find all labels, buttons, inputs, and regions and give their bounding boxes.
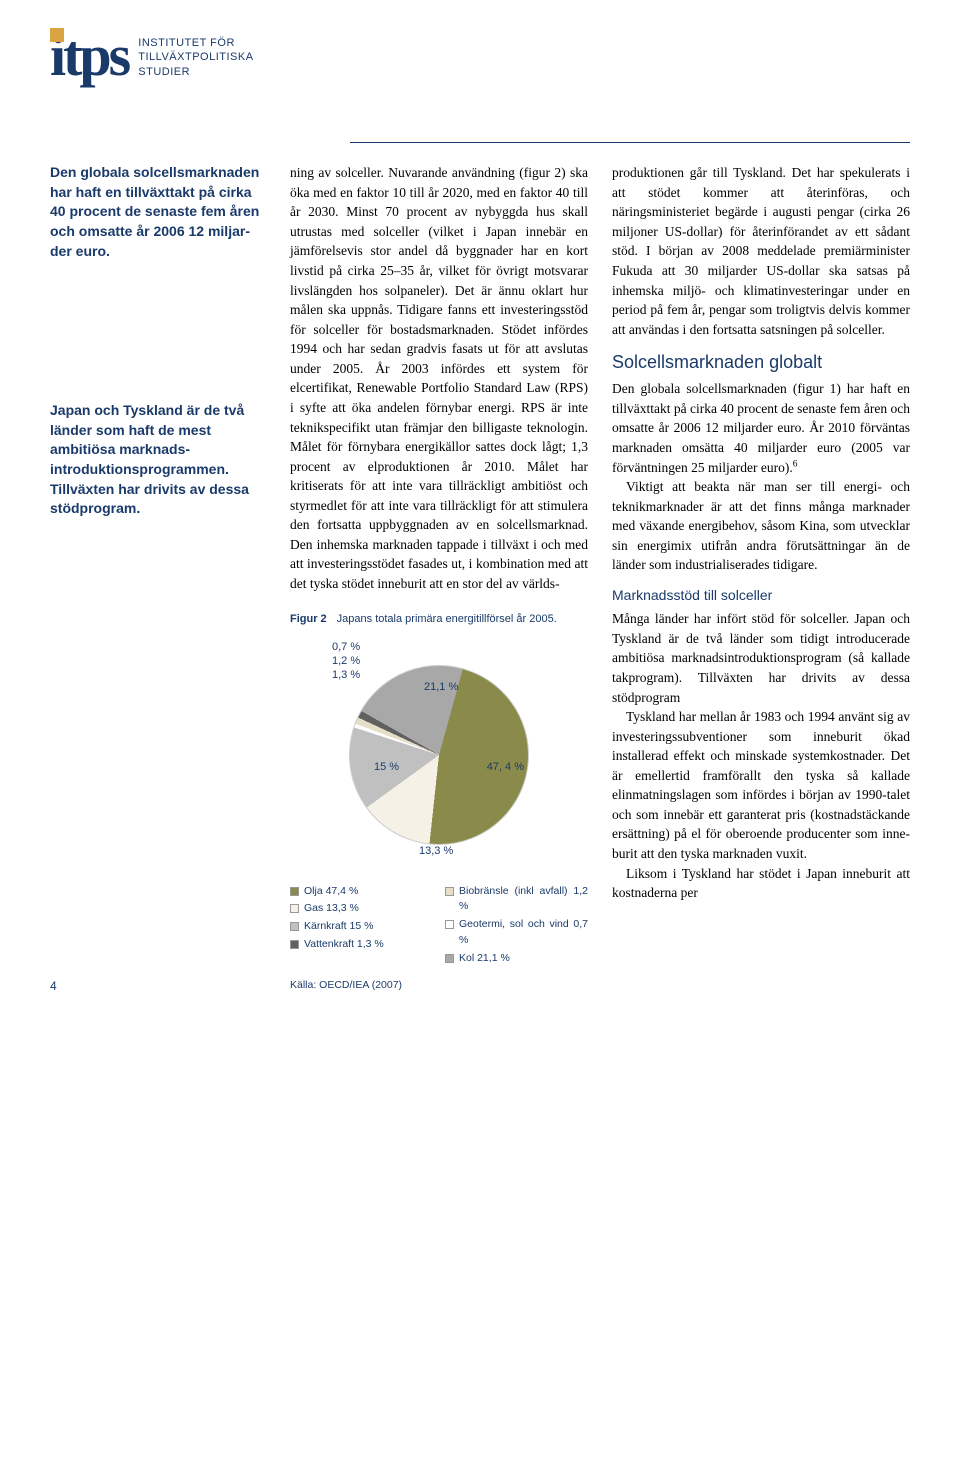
col2-para6: Liksom i Tyskland har stödet i Japan inn… bbox=[612, 864, 910, 903]
heading-marknadsstod: Marknadsstöd till solceller bbox=[612, 585, 910, 605]
legend-col-right: Biobränsle (inkl avfall) 1,2 %Geotermi, … bbox=[445, 884, 588, 969]
legend-item: Geotermi, sol och vind 0,7 % bbox=[445, 917, 588, 949]
callout-2: Japan och Tyskland är de två länder som … bbox=[50, 401, 260, 519]
legend-swatch-icon bbox=[445, 920, 454, 929]
pie-label-right: 47, 4 % bbox=[487, 760, 524, 776]
logo: itps INSTITUTET FÖR TILLVÄXTPOLITISKA ST… bbox=[50, 30, 254, 82]
figure-source: Källa: OECD/IEA (2007) bbox=[290, 978, 588, 993]
figure-2: Figur 2 Japans totala primära energitill… bbox=[290, 612, 588, 994]
sidebar: Den globala solcellsmark­naden har haft … bbox=[50, 163, 260, 993]
logo-line1: INSTITUTET FÖR bbox=[138, 36, 253, 50]
figure-caption-text: Japans totala primära energitill­försel … bbox=[337, 612, 557, 628]
logo-subtitle: INSTITUTET FÖR TILLVÄXTPOLITISKA STUDIER bbox=[138, 36, 253, 79]
legend-swatch-icon bbox=[445, 887, 454, 896]
pie-label-leftgroup: 0,7 %1,2 %1,3 % bbox=[332, 640, 360, 683]
legend-swatch-icon bbox=[290, 940, 299, 949]
pie-container: 0,7 %1,2 %1,3 % 21,1 % 47, 4 % 15 % 13,3… bbox=[324, 640, 554, 870]
col2-para3: Viktigt att beakta när man ser till ener… bbox=[612, 477, 910, 575]
logo-line2: TILLVÄXTPOLITISKA bbox=[138, 50, 253, 64]
legend-swatch-icon bbox=[290, 904, 299, 913]
legend-label: Kol 21,1 % bbox=[459, 951, 510, 967]
col2-para4: Många länder har infört stöd för sol­cel… bbox=[612, 609, 910, 707]
heading-solcellsmarknaden: Solcellsmarknaden globalt bbox=[612, 349, 910, 375]
figure-label: Figur 2 bbox=[290, 612, 327, 628]
col2-para1: produktionen går till Tyskland. Det har … bbox=[612, 163, 910, 339]
legend-item: Biobränsle (inkl avfall) 1,2 % bbox=[445, 884, 588, 916]
header-rule bbox=[350, 142, 910, 143]
legend-label: Vattenkraft 1,3 % bbox=[304, 937, 384, 953]
legend-col-left: Olja 47,4 %Gas 13,3 % Kärnkraft 15 % Vatte… bbox=[290, 884, 433, 969]
legend-label: Biobränsle (inkl avfall) 1,2 % bbox=[459, 884, 588, 916]
content-area: Den globala solcellsmark­naden har haft … bbox=[50, 163, 910, 993]
legend-item: Olja 47,4 % bbox=[290, 884, 433, 900]
legend-item: Vattenkraft 1,3 % bbox=[290, 937, 433, 953]
legend-swatch-icon bbox=[290, 887, 299, 896]
main-columns: ning av solceller. Nuvarande använd­ning… bbox=[290, 163, 910, 993]
col1-para1: ning av solceller. Nuvarande använd­ning… bbox=[290, 163, 588, 593]
pie-label-top: 21,1 % bbox=[424, 680, 458, 696]
footnote-6: 6 bbox=[793, 459, 798, 469]
column-2: produktionen går till Tyskland. Det har … bbox=[612, 163, 910, 993]
column-1: ning av solceller. Nuvarande använd­ning… bbox=[290, 163, 588, 993]
header: itps INSTITUTET FÖR TILLVÄXTPOLITISKA ST… bbox=[50, 30, 910, 82]
logo-umlaut-icon bbox=[50, 28, 64, 42]
logo-line3: STUDIER bbox=[138, 65, 253, 79]
legend-item: Kol 21,1 % bbox=[445, 951, 588, 967]
col2-para2: Den globala solcellsmarknaden (figur 1) … bbox=[612, 379, 910, 477]
figure-caption: Figur 2 Japans totala primära energitill… bbox=[290, 612, 588, 628]
legend-swatch-icon bbox=[290, 922, 299, 931]
legend-label: Gas 13,3 % bbox=[304, 901, 359, 917]
legend-label: Olja 47,4 % bbox=[304, 884, 358, 900]
legend-label: Kärnkraft 15 % bbox=[304, 919, 373, 935]
pie-label-bottom: 13,3 % bbox=[419, 844, 453, 860]
logo-mark: itps bbox=[50, 30, 128, 82]
legend-item: Kärnkraft 15 % bbox=[290, 919, 433, 935]
col2-para5: Tyskland har mellan år 1983 och 1994 anv… bbox=[612, 707, 910, 864]
legend-item: Gas 13,3 % bbox=[290, 901, 433, 917]
page-number: 4 bbox=[50, 979, 57, 993]
pie-legend: Olja 47,4 %Gas 13,3 % Kärnkraft 15 % Vatte… bbox=[290, 884, 588, 969]
pie-chart: 0,7 %1,2 %1,3 % 21,1 % 47, 4 % 15 % 13,3… bbox=[290, 640, 588, 994]
pie-label-midleft: 15 % bbox=[374, 760, 399, 776]
legend-swatch-icon bbox=[445, 954, 454, 963]
callout-1: Den globala solcellsmark­naden har haft … bbox=[50, 163, 260, 261]
legend-label: Geotermi, sol och vind 0,7 % bbox=[459, 917, 588, 949]
